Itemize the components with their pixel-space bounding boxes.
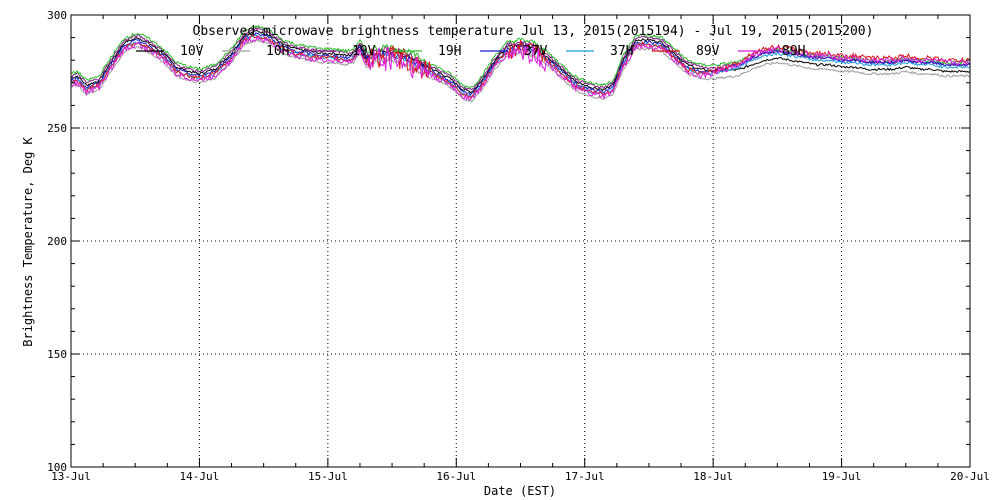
legend-label-19v: 19V [352,44,376,59]
legend-label-19h: 19H [438,44,461,59]
legend: 10V 10H 19V 19H 37V 37H 89V 89H [136,44,805,59]
x-axis-label: Date (EST) [484,484,556,498]
legend-label-89h: 89H [782,44,805,59]
legend-label-10h: 10H [266,44,289,59]
x-tick-label: 20-Jul [950,470,990,483]
x-tick-label: 19-Jul [822,470,862,483]
x-tick-label: 18-Jul [693,470,733,483]
chart-title: Observed microwave brightness temperatur… [193,24,874,39]
legend-label-37v: 37V [524,44,548,59]
legend-label-10v: 10V [180,44,204,59]
y-axis-label: Brightness Temperature, Deg K [21,136,35,346]
x-tick-label: 15-Jul [308,470,348,483]
y-tick-label: 150 [47,348,67,361]
series-line-37v [70,32,971,97]
series-line-89h [70,35,971,101]
legend-label-89v: 89V [696,44,720,59]
series-line-10h [70,38,971,103]
grid [71,15,970,467]
series-line-10v [70,29,971,94]
x-tick-label: 17-Jul [565,470,605,483]
axis-ticks: 13-Jul 14-Jul 15-Jul 16-Jul 17-Jul 18-Jul 19-J… [47,9,990,483]
y-tick-label: 100 [47,461,67,474]
series-lines [70,24,971,103]
y-tick-label: 200 [47,235,67,248]
x-tick-label: 16-Jul [436,470,476,483]
x-tick-label: 13-Jul [51,470,91,483]
y-tick-label: 250 [47,122,67,135]
y-tick-label: 300 [47,9,67,22]
legend-label-37h: 37H [610,44,633,59]
x-tick-label: 14-Jul [180,470,220,483]
series-line-89v [70,34,971,99]
